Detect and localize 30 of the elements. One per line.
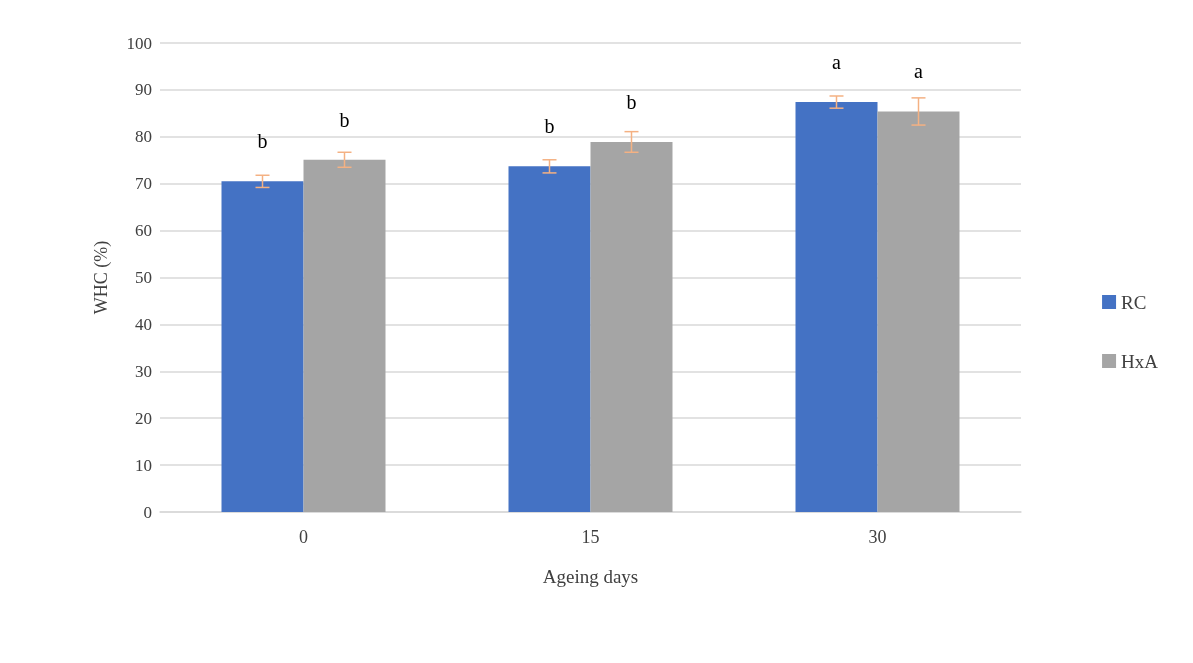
y-tick-label: 50	[135, 268, 152, 287]
data-label: b	[626, 90, 637, 113]
y-tick-label: 40	[135, 314, 152, 334]
y-tick-label: 10	[135, 455, 152, 475]
y-tick-label: 0	[143, 502, 152, 522]
bar	[221, 181, 304, 512]
data-label: a	[914, 60, 924, 83]
x-tick-label: 15	[581, 527, 600, 547]
bar	[795, 102, 878, 512]
y-tick-label: 60	[135, 221, 152, 241]
data-label: b	[339, 108, 350, 131]
bar	[303, 159, 386, 512]
bar	[508, 166, 591, 512]
y-tick-label: 80	[135, 127, 152, 147]
y-tick-label: 90	[135, 80, 152, 100]
data-label: b	[544, 115, 555, 138]
y-tick-label: 100	[126, 33, 152, 53]
legend-label: RC	[1121, 291, 1147, 313]
data-label: a	[832, 51, 842, 74]
x-tick-label: 30	[868, 527, 887, 547]
data-label: b	[257, 130, 268, 153]
legend-label: HxA	[1121, 350, 1159, 372]
y-tick-label: 30	[135, 361, 152, 381]
x-tick-label: 0	[299, 527, 308, 547]
y-tick-label: 20	[135, 408, 152, 428]
y-tick-label: 70	[135, 174, 152, 194]
x-axis-title: Ageing days	[542, 566, 639, 587]
y-axis-title: WHC (%)	[91, 240, 112, 315]
bar	[877, 111, 960, 512]
bar	[590, 141, 673, 512]
